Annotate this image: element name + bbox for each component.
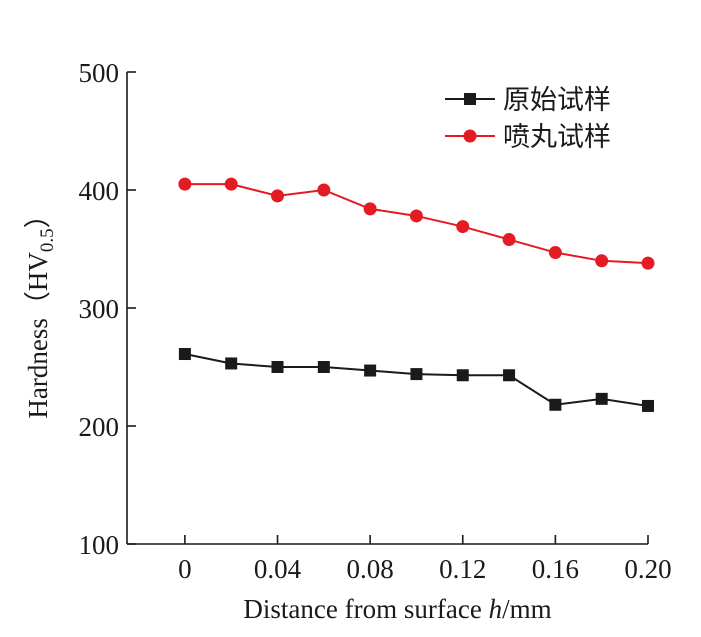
data-point bbox=[178, 177, 192, 191]
y-axis-title-subscript: 0.5 bbox=[37, 228, 58, 252]
x-axis-ticks: 0 0.04 0.08 0.12 0.16 0.20 bbox=[178, 535, 672, 584]
y-tick-label: 100 bbox=[79, 530, 120, 560]
x-tick-label: 0.20 bbox=[624, 554, 671, 584]
y-axis-title-text: Hardness（HV bbox=[23, 252, 53, 419]
y-tick-label: 200 bbox=[79, 412, 120, 442]
x-axis-title: Distance from surface h/mm bbox=[243, 594, 551, 624]
data-point bbox=[595, 392, 608, 405]
data-point bbox=[409, 209, 423, 223]
legend-item: 原始试样 bbox=[445, 85, 611, 116]
x-axis-title-unit: /mm bbox=[502, 594, 552, 624]
legend-item: 喷丸试样 bbox=[445, 122, 611, 153]
legend-label: 喷丸试样 bbox=[503, 122, 611, 153]
data-point bbox=[502, 233, 516, 247]
data-point bbox=[363, 202, 377, 216]
data-point bbox=[271, 189, 285, 203]
x-axis-title-variable: h bbox=[489, 594, 503, 624]
data-point bbox=[364, 364, 377, 377]
y-axis-title-end: ） bbox=[23, 201, 53, 228]
x-axis-title-prefix: Distance from surface bbox=[243, 594, 488, 624]
y-tick-label: 500 bbox=[79, 58, 120, 88]
x-tick-label: 0 bbox=[178, 554, 192, 584]
legend-label: 原始试样 bbox=[503, 85, 611, 116]
data-point bbox=[548, 246, 562, 260]
legend-marker bbox=[463, 129, 477, 143]
y-tick-label: 400 bbox=[79, 176, 120, 206]
y-axis-title: Hardness（HV0.5） bbox=[23, 201, 58, 418]
y-axis-ticks: 100 200 300 400 500 bbox=[79, 58, 136, 560]
series-1 bbox=[178, 348, 654, 412]
data-point bbox=[642, 399, 654, 412]
data-point bbox=[317, 361, 330, 373]
data-point bbox=[224, 177, 238, 191]
data-point bbox=[549, 398, 562, 411]
data-point bbox=[317, 183, 331, 197]
data-point bbox=[271, 361, 284, 373]
x-tick-label: 0.12 bbox=[439, 554, 486, 584]
data-point bbox=[178, 348, 191, 361]
data-point bbox=[641, 256, 655, 270]
plot-series bbox=[178, 177, 655, 412]
data-point bbox=[225, 357, 238, 370]
series-2 bbox=[178, 177, 655, 270]
data-point bbox=[456, 220, 470, 234]
x-tick-label: 0.08 bbox=[347, 554, 394, 584]
data-point bbox=[410, 368, 423, 381]
x-tick-label: 0.16 bbox=[532, 554, 579, 584]
data-point bbox=[595, 254, 609, 268]
legend-marker bbox=[464, 93, 476, 105]
x-tick-label: 0.04 bbox=[254, 554, 302, 584]
series-line bbox=[184, 183, 649, 265]
y-tick-label: 300 bbox=[79, 294, 120, 324]
data-point bbox=[456, 369, 469, 382]
data-point bbox=[503, 369, 516, 382]
axes: 100 200 300 400 500 0 0.04 0.08 0.12 0.16 0.20 bbox=[79, 58, 672, 584]
